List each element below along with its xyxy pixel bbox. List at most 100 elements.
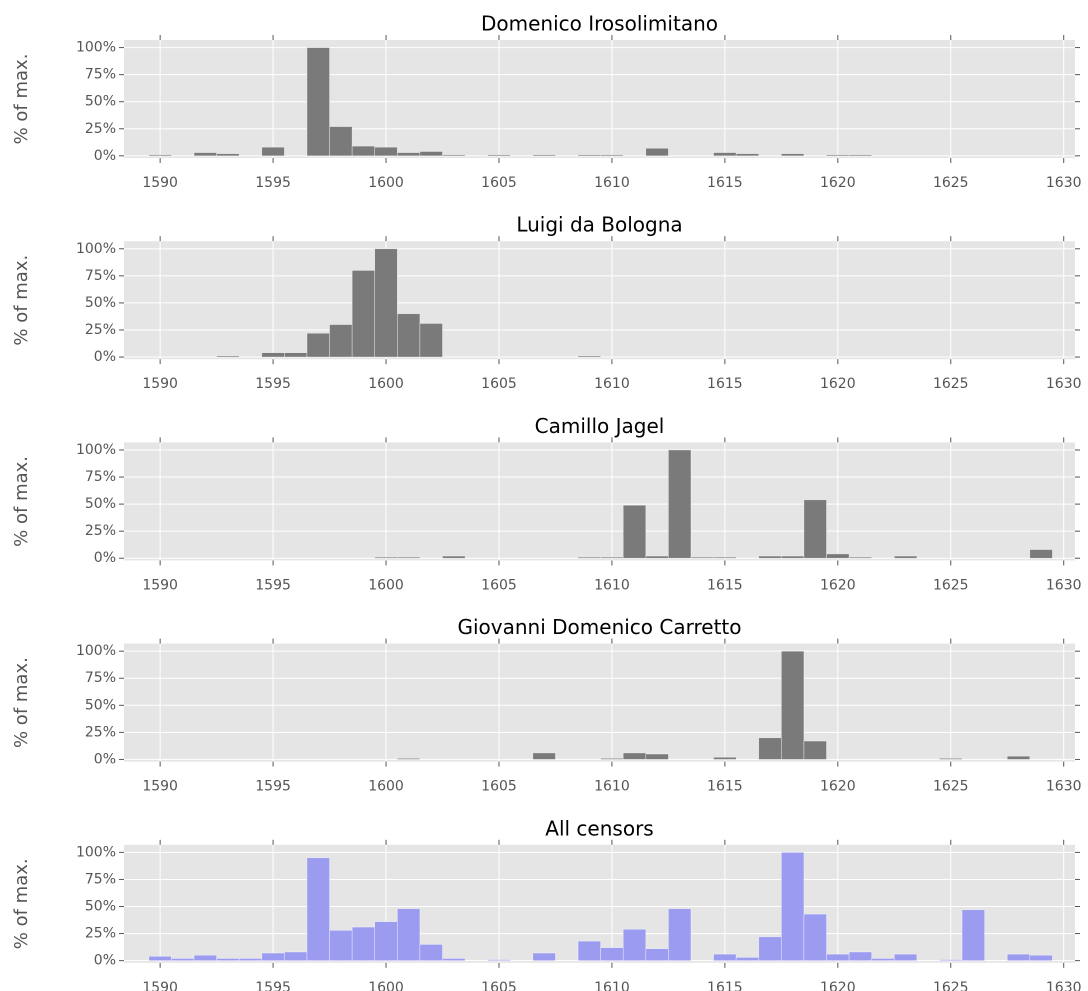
- bar: [848, 951, 872, 961]
- bar: [713, 953, 737, 961]
- bar: [781, 153, 805, 157]
- y-axis-label: % of max.: [11, 657, 32, 748]
- bar: [329, 324, 353, 358]
- bar: [261, 146, 285, 157]
- x-tick-label: 1615: [707, 577, 743, 593]
- bar: [781, 555, 805, 559]
- y-tick-label: 100%: [76, 643, 116, 659]
- x-tick-label: 1610: [594, 175, 630, 191]
- chart-title: Giovanni Domenico Carretto: [458, 615, 742, 639]
- bar: [577, 154, 601, 157]
- x-tick-label: 1605: [481, 980, 517, 991]
- bar: [1029, 954, 1053, 961]
- bar: [735, 153, 760, 157]
- plot-area: [124, 643, 1075, 762]
- y-tick-label: 0%: [94, 550, 116, 566]
- bar: [374, 556, 398, 559]
- x-tick-label: 1620: [820, 779, 856, 795]
- bar: [532, 154, 556, 157]
- x-tick-label: 1620: [820, 577, 856, 593]
- x-tick-label: 1625: [933, 779, 969, 795]
- chart-title: Domenico Irosolimitano: [481, 12, 718, 36]
- chart-title: Camillo Jagel: [535, 414, 665, 438]
- bar: [1006, 755, 1031, 760]
- bar: [532, 952, 556, 961]
- bar: [397, 908, 421, 961]
- bar: [668, 449, 692, 559]
- y-axis-label: % of max.: [11, 456, 32, 547]
- x-tick-label: 1600: [368, 779, 404, 795]
- bar: [442, 555, 466, 559]
- y-tick-label: 100%: [76, 40, 116, 56]
- bar: [193, 954, 217, 961]
- bar: [826, 953, 850, 961]
- x-tick-label: 1615: [707, 980, 743, 991]
- bar: [645, 753, 669, 760]
- bar: [238, 958, 263, 961]
- bar: [600, 758, 624, 760]
- bar: [645, 147, 669, 157]
- bar: [848, 556, 872, 559]
- bar: [442, 154, 466, 157]
- x-tick-label: 1615: [707, 376, 743, 392]
- bar: [487, 154, 511, 157]
- bar: [329, 126, 353, 157]
- bar: [261, 352, 285, 358]
- x-tick-label: 1595: [255, 779, 291, 795]
- bar: [871, 958, 895, 961]
- y-tick-label: 25%: [85, 523, 116, 539]
- bar: [622, 752, 647, 760]
- x-tick-label: 1610: [594, 779, 630, 795]
- bar: [577, 556, 601, 559]
- bar: [577, 940, 601, 961]
- bar: [193, 152, 217, 157]
- bar: [216, 958, 240, 961]
- bar: [351, 926, 376, 961]
- bar: [622, 504, 647, 559]
- y-tick-label: 0%: [94, 953, 116, 969]
- bar: [713, 556, 737, 559]
- y-tick-label: 75%: [85, 670, 116, 686]
- x-tick-label: 1615: [707, 779, 743, 795]
- bar: [690, 556, 714, 559]
- bar: [961, 909, 985, 961]
- x-tick-label: 1625: [933, 376, 969, 392]
- x-tick-label: 1625: [933, 980, 969, 991]
- bar: [939, 758, 963, 760]
- plot-area: [124, 40, 1075, 158]
- y-tick-label: 50%: [85, 496, 116, 512]
- x-tick-label: 1600: [368, 376, 404, 392]
- x-tick-label: 1630: [1046, 779, 1082, 795]
- bar: [487, 959, 511, 961]
- x-tick-label: 1590: [142, 376, 178, 392]
- x-tick-label: 1590: [142, 779, 178, 795]
- bar: [577, 355, 601, 358]
- bar: [781, 650, 805, 760]
- bar: [803, 913, 827, 961]
- x-tick-label: 1605: [481, 376, 517, 392]
- bar: [939, 959, 963, 961]
- x-tick-label: 1620: [820, 980, 856, 991]
- bar: [532, 752, 556, 760]
- y-tick-label: 25%: [85, 926, 116, 942]
- y-tick-label: 100%: [76, 844, 116, 860]
- bar: [442, 958, 466, 961]
- bar: [668, 908, 692, 961]
- bar: [848, 154, 872, 157]
- chart-title: Luigi da Bologna: [516, 213, 682, 237]
- y-axis-label: % of max.: [11, 858, 32, 949]
- bar: [622, 928, 647, 961]
- bar: [351, 270, 376, 358]
- y-tick-label: 50%: [85, 697, 116, 713]
- x-tick-label: 1590: [142, 577, 178, 593]
- bar: [803, 740, 827, 760]
- bar: [261, 952, 285, 961]
- x-tick-label: 1610: [594, 376, 630, 392]
- x-tick-label: 1605: [481, 175, 517, 191]
- bar: [758, 555, 782, 559]
- bar: [1029, 549, 1053, 559]
- x-tick-label: 1595: [255, 980, 291, 991]
- bar: [758, 936, 782, 961]
- x-tick-label: 1595: [255, 175, 291, 191]
